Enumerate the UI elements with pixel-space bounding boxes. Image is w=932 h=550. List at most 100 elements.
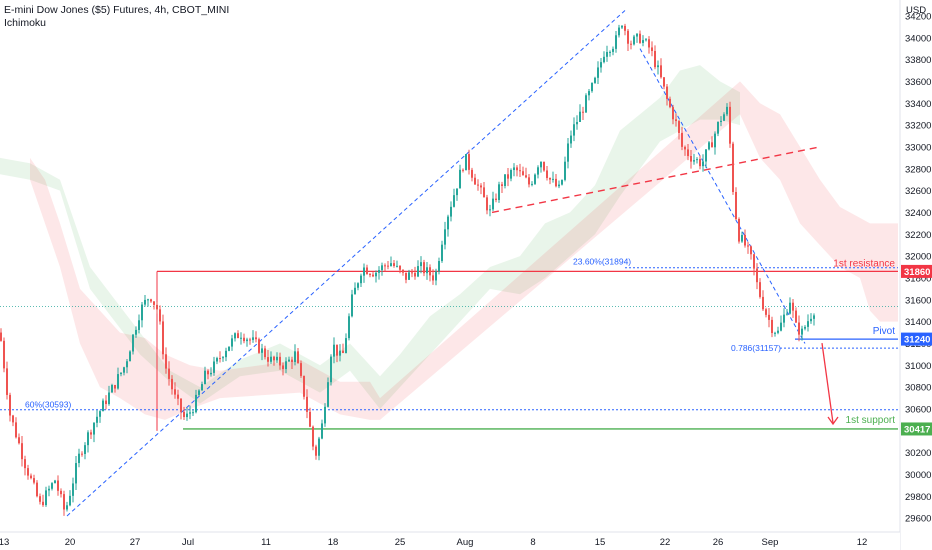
candle-body [378,270,380,273]
candle-body [498,184,500,200]
fib-label-60: 60%(30593) [25,400,71,410]
candle-body [501,184,503,186]
candle-body [360,276,362,284]
candle-body [60,491,62,494]
candle-body [300,363,302,376]
candle-body [324,407,326,424]
candle-body [504,174,506,186]
price-tick: 32200 [905,230,931,241]
candle-body [366,267,368,274]
candle-body [525,175,527,177]
candle-body [612,49,614,52]
candle-body [78,454,80,463]
candle-body [594,78,596,83]
candle-body [213,362,215,373]
candle-body [591,83,593,91]
candle-body [528,177,530,184]
candle-body [570,136,572,144]
candle-body [36,483,38,497]
candle-body [114,385,116,389]
candle-body [447,217,449,230]
fib-label-786: 0.786(31157) [731,343,781,353]
candle-body [267,357,269,362]
candle-body [330,357,332,383]
candle-body [672,107,674,119]
price-tick: 34200 [905,11,931,22]
candle-body [807,321,809,327]
candle-body [639,34,641,43]
candle-body [450,207,452,217]
candle-body [564,162,566,180]
candle-body [759,282,761,297]
candle-body [126,361,128,367]
candle-body [72,483,74,495]
candle-body [783,315,785,323]
candle-body [636,34,638,37]
candle-body [603,57,605,62]
candle-body [552,179,554,180]
candle-body [600,62,602,67]
candle-body [489,209,491,210]
candle-body [39,496,41,502]
candle-body [123,367,125,372]
candle-body [105,401,107,404]
time-tick: Jul [182,537,194,548]
time-tick: 26 [713,537,724,548]
candle-body [141,305,143,321]
candle-body [225,351,227,357]
candle-body [804,327,806,329]
candle-body [264,348,266,357]
price-tick: 34000 [905,33,931,44]
candle-body [801,329,803,335]
candle-body [465,154,467,170]
candle-body [279,357,281,366]
price-tick: 29600 [905,514,931,525]
candle-body [351,294,353,316]
candle-body [306,397,308,412]
candle-body [573,124,575,135]
candle-body [93,423,95,435]
time-tick: Sep [762,537,779,548]
candle-body [654,51,656,67]
candle-body [288,360,290,362]
candle-body [609,52,611,53]
candle-body [357,283,359,288]
candle-body [669,99,671,107]
candle-body [168,369,170,379]
candle-body [567,143,569,161]
candle-body [657,65,659,67]
candle-body [624,26,626,31]
candle-body [216,358,218,361]
candle-body [474,178,476,185]
candle-body [45,490,47,505]
candle-body [258,339,260,353]
candle-body [729,107,731,144]
candle-body [510,170,512,179]
candle-body [762,297,764,309]
candle-body [411,272,413,273]
candle-body [549,178,551,180]
candle-body [468,154,470,170]
candle-body [486,197,488,210]
candle-body [189,412,191,413]
candle-body [714,134,716,148]
candle-body [108,392,110,404]
resistance-tag: 31860 [904,267,930,278]
candle-body [90,432,92,434]
candle-body [765,309,767,315]
candle-body [753,254,755,268]
candle-body [513,167,515,170]
candle-body [561,180,563,185]
candle-body [417,266,419,276]
candle-body [339,351,341,356]
candle-body [540,162,542,167]
candle-body [681,133,683,147]
candle-body [33,478,35,483]
candle-body [648,39,650,47]
time-tick: 13 [0,537,9,548]
candle-body [534,175,536,184]
candle-body [372,275,374,277]
candle-body [702,161,704,166]
candle-body [309,412,311,427]
